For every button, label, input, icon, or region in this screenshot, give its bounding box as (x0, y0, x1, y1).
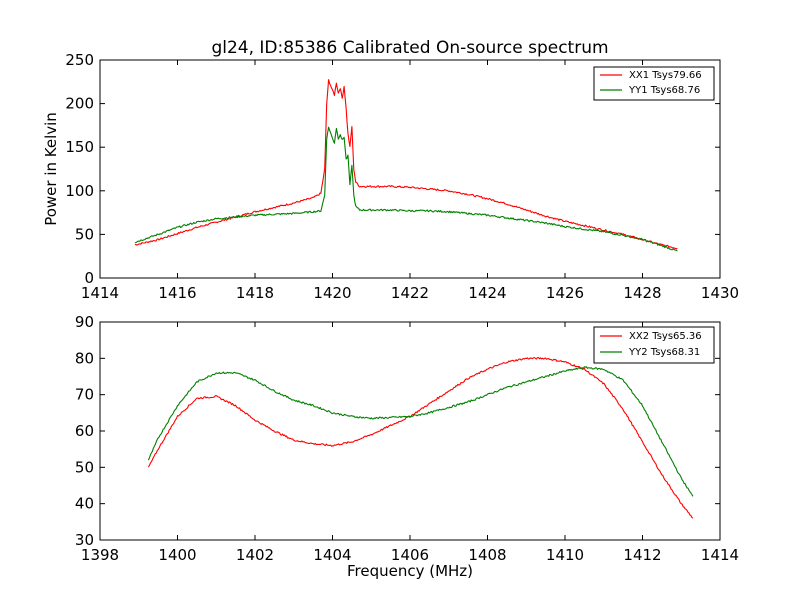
bottom-y-tick-label: 70 (75, 386, 94, 404)
bottom-x-tick-label: 1412 (623, 546, 661, 564)
bottom-y-tick-label: 50 (75, 458, 94, 476)
bottom-legend-label-xx2: XX2 Tsys65.36 (629, 331, 702, 342)
bottom-x-tick-label: 1404 (313, 546, 351, 564)
top-x-tick-label: 1420 (313, 284, 351, 302)
top-y-tick-label: 100 (65, 182, 94, 200)
bottom-chart: 1398 1400 1402 1404 1406 1408 1410 1412 1414 30 40… (75, 313, 739, 580)
top-x-tick-label: 1430 (701, 284, 739, 302)
bottom-x-tick-label: 1406 (391, 546, 429, 564)
bottom-y-tick-label: 60 (75, 422, 94, 440)
bottom-x-tick-label: 1402 (236, 546, 274, 564)
bottom-x-tick-label: 1398 (81, 546, 119, 564)
top-y-tick-label: 250 (65, 51, 94, 69)
bottom-x-tick-label: 1408 (468, 546, 506, 564)
bottom-y-tick-label: 80 (75, 349, 94, 367)
bottom-legend: XX2 Tsys65.36 YY2 Tsys68.31 (593, 326, 715, 364)
bottom-legend-label-yy2: YY2 Tsys68.31 (628, 347, 700, 358)
bottom-x-tick-label: 1410 (546, 546, 584, 564)
chart-title: gl24, ID:85386 Calibrated On-source spec… (211, 38, 608, 58)
top-chart: 1414 1416 1418 1420 1422 1424 1426 1428 1430 0 50 1… (42, 51, 739, 302)
bottom-series-line-red (147, 356, 694, 519)
top-x-tick-label: 1418 (236, 284, 274, 302)
top-series-layer (134, 79, 678, 252)
top-y-tick-label: 200 (65, 95, 94, 113)
top-legend-label-yy1: YY1 Tsys68.76 (628, 85, 700, 96)
top-tick-layer: 1414 1416 1418 1420 1422 1424 1426 1428 1430 0 50 1… (65, 51, 739, 302)
top-y-tick-label: 150 (65, 138, 94, 156)
bottom-y-tick-label: 40 (75, 495, 94, 513)
top-legend-box (593, 66, 715, 101)
top-y-axis-label: Power in Kelvin (42, 112, 60, 226)
bottom-x-tick-label: 1400 (158, 546, 196, 564)
top-x-tick-label: 1416 (158, 284, 196, 302)
top-x-tick-label: 1426 (546, 284, 584, 302)
top-x-tick-label: 1414 (81, 284, 119, 302)
top-y-tick-label: 0 (84, 269, 94, 287)
top-legend-label-xx1: XX1 Tsys79.66 (629, 70, 702, 81)
bottom-y-tick-label: 90 (75, 313, 94, 331)
top-x-tick-label: 1424 (468, 284, 506, 302)
bottom-tick-layer: 1398 1400 1402 1404 1406 1408 1410 1412 1414 30 40… (75, 313, 739, 564)
top-x-tick-label: 1422 (391, 284, 429, 302)
top-y-tick-label: 50 (75, 225, 94, 243)
top-legend: XX1 Tsys79.66 YY1 Tsys68.76 (593, 66, 715, 101)
bottom-x-tick-label: 1414 (701, 546, 739, 564)
top-series-line-red (134, 79, 678, 250)
bottom-y-tick-label: 30 (75, 531, 94, 549)
bottom-legend-box (593, 326, 715, 364)
top-x-tick-label: 1428 (623, 284, 661, 302)
top-series-line-green (134, 126, 678, 252)
bottom-series-layer (147, 356, 694, 519)
bottom-series-line-green (147, 366, 694, 497)
bottom-x-axis-label: Frequency (MHz) (347, 562, 473, 580)
